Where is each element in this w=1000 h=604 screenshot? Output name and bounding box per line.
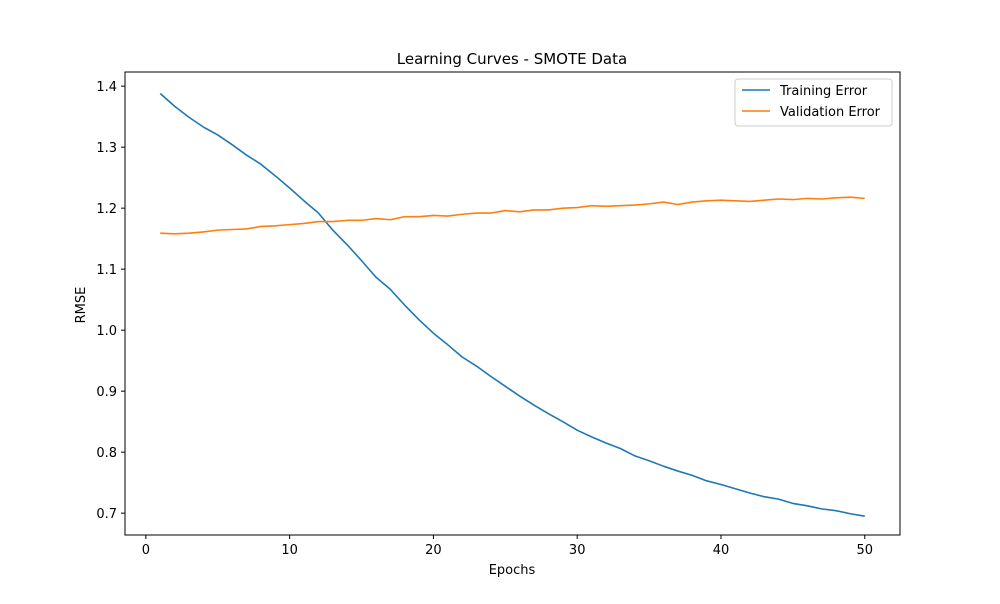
y-tick-label: 1.0	[96, 324, 117, 339]
y-axis-label: RMSE	[74, 287, 89, 324]
plot-lines	[159, 92, 865, 517]
legend-label-validation-error: Validation Error	[780, 105, 881, 120]
y-tick-label: 0.9	[96, 385, 117, 400]
legend-label-training-error: Training Error	[779, 84, 868, 99]
x-axis-label: Epochs	[489, 563, 536, 578]
y-tick-label: 1.4	[96, 80, 117, 95]
series-line-training-error	[159, 92, 865, 517]
x-tick-label: 10	[281, 543, 298, 558]
x-tick-label: 0	[142, 543, 150, 558]
x-axis-ticks: 0 10 20 30 40 50	[142, 535, 873, 558]
x-tick-label: 20	[425, 543, 442, 558]
legend-box	[734, 78, 893, 127]
legend: Training Error Validation Error	[734, 78, 893, 127]
x-tick-label: 50	[856, 543, 873, 558]
series-line-validation-error	[160, 196, 865, 235]
chart-title: Learning Curves - SMOTE Data	[397, 50, 627, 68]
y-tick-label: 1.2	[96, 202, 117, 217]
y-axis-ticks: 0.7 0.8 0.9 1.0 1.1 1.2 1.3 1.4	[96, 80, 125, 522]
y-tick-label: 1.1	[96, 263, 117, 278]
y-tick-label: 0.8	[96, 446, 117, 461]
y-tick-label: 0.7	[96, 507, 117, 522]
x-tick-label: 40	[713, 543, 730, 558]
y-tick-label: 1.3	[96, 141, 117, 156]
plot-frame	[124, 71, 901, 536]
x-tick-label: 30	[569, 543, 586, 558]
